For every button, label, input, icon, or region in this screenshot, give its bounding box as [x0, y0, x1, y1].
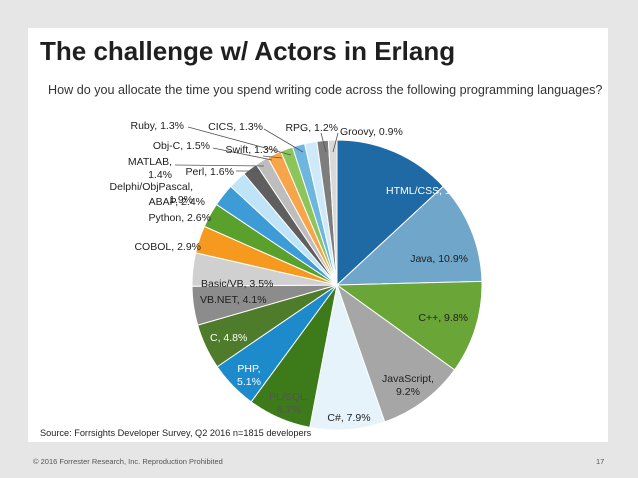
pie-slice-java — [335, 185, 483, 286]
data-label-html-css: HTML/CSS, 12.4% — [386, 185, 475, 197]
data-label-abap: ABAP, 2.4% — [149, 196, 205, 208]
data-label-pl-sql: PL/SQL, 6.7% — [269, 391, 309, 416]
data-label-java: Java, 10.9% — [410, 253, 468, 265]
leader-line-matlab — [174, 164, 265, 167]
leader-line-swift — [262, 155, 283, 159]
data-label-delphi-objpascal: Delphi/ObjPascal, 1.9% — [110, 181, 193, 206]
data-label-javascript: JavaScript, 9.2% — [382, 373, 434, 398]
data-label-basic-vb: Basic/VB, 3.5% — [201, 278, 273, 290]
data-label-php: PHP, 5.1% — [237, 363, 261, 388]
data-label-groovy: Groovy, 0.9% — [340, 126, 403, 138]
data-label-swift: Swift, 1.3% — [225, 144, 278, 156]
page-number: 17 — [596, 457, 605, 466]
data-label-python: Python, 2.6% — [149, 212, 211, 224]
data-label-perl: Perl, 1.6% — [186, 166, 234, 178]
pie-slice-c — [335, 280, 483, 371]
source-note: Source: Forrsights Developer Survey, Q2 … — [40, 428, 312, 438]
pie-slice-groovy — [327, 139, 338, 286]
data-label-ruby: Ruby, 1.3% — [131, 120, 185, 132]
leader-line-obj-c — [212, 147, 273, 161]
data-label-vb-net: VB.NET, 4.1% — [200, 294, 267, 306]
data-label-c: C#, 7.9% — [327, 412, 370, 424]
copyright-footer: © 2016 Forrester Research, Inc. Reproduc… — [33, 457, 223, 466]
leader-line-groovy — [332, 132, 339, 153]
pie-slice-html-css — [336, 139, 444, 287]
chart-question: How do you allocate the time you spend w… — [48, 83, 603, 97]
leader-line-ruby — [187, 126, 292, 156]
pie-slice-javascript — [336, 283, 456, 423]
data-label-rpg: RPG, 1.2% — [285, 122, 338, 134]
data-label-obj-c: Obj-C, 1.5% — [153, 140, 210, 152]
data-label-cics: CICS, 1.3% — [208, 121, 263, 133]
data-label-matlab: MATLAB, 1.4% — [128, 156, 172, 181]
leader-line-cics — [263, 128, 304, 153]
leader-line-rpg — [320, 132, 327, 153]
data-label-c: C++, 9.8% — [418, 312, 468, 324]
data-label-c: C, 4.8% — [210, 332, 247, 344]
data-label-cobol: COBOL, 2.9% — [134, 241, 201, 253]
slide-title: The challenge w/ Actors in Erlang — [40, 36, 456, 66]
